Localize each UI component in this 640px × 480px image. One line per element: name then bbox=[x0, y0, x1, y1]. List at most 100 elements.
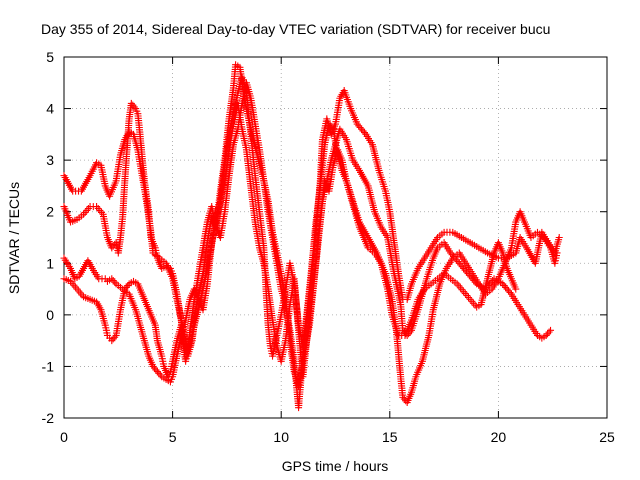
data-point-trail bbox=[90, 267, 101, 281]
data-point-trail bbox=[141, 339, 152, 358]
data-point-trail bbox=[252, 122, 263, 151]
data-point bbox=[108, 337, 116, 345]
data-point-trail bbox=[62, 276, 72, 284]
data-point-trail bbox=[87, 161, 99, 177]
data-point-trail bbox=[312, 184, 324, 224]
data-point-trail bbox=[243, 81, 254, 100]
data-point-trail bbox=[109, 277, 119, 286]
data-point-trail bbox=[541, 236, 553, 250]
data-point bbox=[547, 326, 555, 334]
data-point bbox=[121, 285, 129, 293]
data-point-trail bbox=[402, 318, 415, 337]
data-point-trail bbox=[109, 240, 119, 250]
data-point-trail bbox=[234, 102, 246, 131]
data-point-trail bbox=[522, 313, 534, 327]
data-point-trail bbox=[239, 76, 250, 95]
data-point-trail bbox=[143, 303, 154, 317]
data-point-trail bbox=[332, 97, 343, 126]
data-point-trail bbox=[352, 210, 363, 229]
data-point-trail bbox=[225, 143, 237, 177]
data-point-trail bbox=[422, 246, 434, 260]
data-point-trail bbox=[61, 205, 74, 224]
data-point-trail bbox=[409, 267, 421, 286]
data-point-trail bbox=[312, 220, 324, 265]
data-point-trail bbox=[299, 334, 311, 378]
data-point-trail bbox=[337, 89, 347, 100]
data-point-trail bbox=[397, 303, 407, 332]
data-point-trail bbox=[378, 261, 391, 291]
data-point-trail bbox=[389, 313, 402, 337]
data-point-trail bbox=[339, 169, 349, 183]
data-point-trail bbox=[61, 256, 73, 270]
data-point-trail bbox=[408, 308, 421, 332]
data-point-trail bbox=[415, 287, 427, 301]
data-point-trail bbox=[423, 256, 436, 280]
data-point-trail bbox=[551, 252, 560, 265]
data-point bbox=[553, 249, 561, 257]
data-point-trail bbox=[384, 287, 396, 316]
data-point-trail bbox=[221, 133, 233, 167]
data-point-trail bbox=[126, 292, 139, 311]
data-point-trail bbox=[139, 292, 150, 306]
data-point-trail bbox=[191, 298, 204, 327]
data-point-trail bbox=[247, 97, 259, 126]
data-point-trail bbox=[217, 210, 228, 239]
data-point-trail bbox=[517, 210, 528, 224]
data-point-trail bbox=[325, 164, 337, 193]
data-point-trail bbox=[444, 256, 455, 270]
data-point bbox=[153, 368, 161, 376]
y-tick-label: 3 bbox=[46, 152, 54, 168]
data-point-trail bbox=[500, 282, 514, 296]
data-point-trail bbox=[330, 128, 341, 157]
y-tick-label: -2 bbox=[42, 410, 55, 426]
y-axis-label: SDTVAR / TECUs bbox=[6, 182, 22, 294]
data-point-trail bbox=[217, 164, 228, 203]
data-point-trail bbox=[137, 323, 148, 342]
data-point-trail bbox=[94, 300, 104, 312]
data-point-trail bbox=[135, 282, 145, 296]
data-point-trail bbox=[167, 360, 176, 373]
data-point-trail bbox=[282, 303, 294, 342]
data-point-trail bbox=[508, 277, 519, 291]
data-point-trail bbox=[262, 287, 272, 327]
data-point-trail bbox=[197, 267, 211, 301]
data-point-trail bbox=[221, 174, 233, 213]
data-point-trail bbox=[256, 210, 268, 250]
data-point-trail bbox=[269, 236, 280, 265]
data-point-trail bbox=[102, 324, 111, 337]
data-point-trail bbox=[369, 143, 382, 172]
data-point-trail bbox=[145, 210, 155, 239]
data-point-trail bbox=[356, 225, 367, 239]
data-point-trail bbox=[419, 334, 432, 363]
data-point-trail bbox=[423, 282, 433, 291]
data-point-trail bbox=[366, 246, 376, 255]
data-point-trail bbox=[384, 236, 398, 275]
data-point-trail bbox=[404, 390, 415, 404]
data-point-trail bbox=[552, 236, 563, 255]
data-point-trail bbox=[343, 138, 356, 162]
chart-title: Day 355 of 2014, Sidereal Day-to-day VTE… bbox=[41, 21, 550, 37]
data-point-trail bbox=[461, 290, 472, 301]
data-point-trail bbox=[413, 360, 425, 378]
data-point-trail bbox=[504, 267, 515, 281]
data-point-trail bbox=[81, 205, 92, 216]
data-point-trail bbox=[243, 148, 254, 188]
data-point-trail bbox=[210, 200, 224, 234]
data-point bbox=[325, 120, 333, 128]
data-point-trail bbox=[109, 333, 119, 343]
data-point-trail bbox=[304, 298, 315, 337]
data-point-trail bbox=[357, 220, 371, 240]
data-point-trail bbox=[122, 130, 132, 142]
data-point-trail bbox=[404, 282, 415, 301]
data-point-trail bbox=[82, 294, 92, 302]
data-point bbox=[555, 234, 563, 241]
x-tick-label: 5 bbox=[169, 429, 177, 445]
data-point-trail bbox=[225, 86, 237, 121]
data-point-trail bbox=[443, 228, 454, 236]
data-point-trail bbox=[61, 174, 76, 193]
data-point bbox=[455, 259, 463, 267]
data-point-trail bbox=[304, 267, 315, 311]
data-point-trail bbox=[68, 279, 79, 291]
data-point-trail bbox=[495, 241, 506, 255]
data-point-trail bbox=[308, 262, 320, 301]
